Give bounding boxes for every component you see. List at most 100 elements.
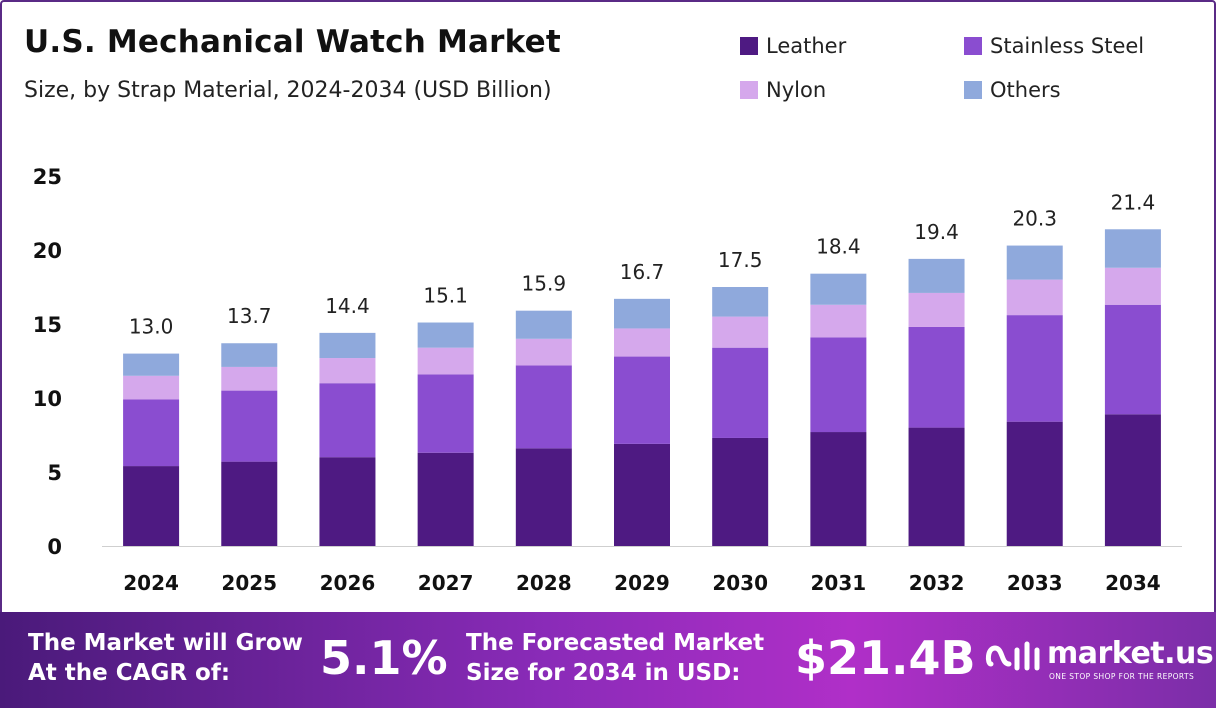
chart-legend: Leather Stainless Steel Nylon Others <box>740 34 1200 114</box>
x-tick-label-2028: 2028 <box>516 571 572 595</box>
bar-leather-2026 <box>319 457 376 546</box>
bar-nylon-2033 <box>1006 279 1063 316</box>
legend-item-stainless-steel: Stainless Steel <box>964 34 1144 58</box>
bar-nylon-2024 <box>123 375 180 400</box>
y-tick-label-15: 15 <box>33 313 62 337</box>
cagr-label: The Market will Grow At the CAGR of: <box>28 628 303 688</box>
x-tick-label-2026: 2026 <box>320 571 376 595</box>
bar-stainless-steel-2026 <box>319 383 376 458</box>
bar-others-2024 <box>123 353 180 376</box>
bar-others-2027 <box>417 322 474 348</box>
forecast-value: $21.4B <box>795 631 976 685</box>
bar-leather-2024 <box>123 466 180 546</box>
forecast-label-line1: The Forecasted Market <box>466 630 765 656</box>
cagr-value: 5.1% <box>320 631 448 685</box>
x-tick-label-2027: 2027 <box>418 571 474 595</box>
bar-leather-2033 <box>1006 421 1063 546</box>
bar-leather-2025 <box>221 461 278 546</box>
bar-others-2025 <box>221 343 278 367</box>
legend-swatch-others <box>964 81 982 99</box>
legend-swatch-leather <box>740 37 758 55</box>
legend-label-others: Others <box>990 78 1061 102</box>
forecast-label-line2: Size for 2034 in USD: <box>466 660 741 686</box>
bar-others-2033 <box>1006 245 1063 280</box>
x-tick-label-2030: 2030 <box>712 571 768 595</box>
bar-others-2031 <box>810 273 867 305</box>
market-us-logo-icon <box>985 641 1040 671</box>
bar-leather-2028 <box>515 448 572 546</box>
total-label-2025: 13.7 <box>227 304 272 328</box>
legend-swatch-stainless-steel <box>964 37 982 55</box>
legend-swatch-nylon <box>740 81 758 99</box>
legend-item-leather: Leather <box>740 34 846 58</box>
bar-stainless-steel-2029 <box>614 356 670 444</box>
summary-banner: The Market will Grow At the CAGR of: 5.1… <box>0 612 1216 708</box>
bar-nylon-2028 <box>515 338 572 366</box>
bar-leather-2027 <box>417 452 474 546</box>
x-tick-label-2025: 2025 <box>221 571 277 595</box>
total-label-2027: 15.1 <box>423 284 468 308</box>
forecast-label: The Forecasted Market Size for 2034 in U… <box>466 628 764 688</box>
bar-stainless-steel-2032 <box>908 326 965 428</box>
total-label-2024: 13.0 <box>129 315 174 339</box>
total-label-2032: 19.4 <box>914 220 959 244</box>
x-tick-label-2034: 2034 <box>1105 571 1161 595</box>
bar-others-2026 <box>319 332 376 359</box>
cagr-label-line2: At the CAGR of: <box>28 660 231 686</box>
total-label-2029: 16.7 <box>620 260 665 284</box>
y-tick-label-25: 25 <box>33 165 62 189</box>
chart-subtitle: Size, by Strap Material, 2024-2034 (USD … <box>24 78 552 103</box>
total-label-2033: 20.3 <box>1012 207 1057 231</box>
total-label-2026: 14.4 <box>325 294 370 318</box>
bar-stainless-steel-2033 <box>1006 315 1063 422</box>
bar-leather-2030 <box>712 437 769 546</box>
bar-leather-2032 <box>908 427 965 546</box>
cagr-label-line1: The Market will Grow <box>28 630 303 656</box>
bar-stainless-steel-2024 <box>123 399 180 467</box>
x-tick-label-2031: 2031 <box>811 571 867 595</box>
x-tick-label-2033: 2033 <box>1007 571 1063 595</box>
x-tick-label-2029: 2029 <box>614 571 670 595</box>
bar-stainless-steel-2034 <box>1104 304 1161 415</box>
x-tick-label-2032: 2032 <box>909 571 965 595</box>
legend-label-stainless-steel: Stainless Steel <box>990 34 1145 58</box>
bar-nylon-2030 <box>712 316 769 348</box>
legend-item-others: Others <box>964 78 1061 102</box>
bar-nylon-2026 <box>319 358 376 384</box>
bar-nylon-2027 <box>417 347 474 375</box>
bar-nylon-2032 <box>908 292 965 327</box>
bar-leather-2034 <box>1104 414 1161 546</box>
bar-leather-2031 <box>810 432 867 546</box>
brand-tagline: ONE STOP SHOP FOR THE REPORTS <box>1049 672 1195 681</box>
y-tick-label-5: 5 <box>47 461 62 485</box>
bar-nylon-2034 <box>1104 267 1161 305</box>
bar-nylon-2031 <box>810 304 867 338</box>
legend-label-leather: Leather <box>766 34 847 58</box>
bar-stainless-steel-2025 <box>221 390 278 462</box>
total-label-2031: 18.4 <box>816 235 861 259</box>
bar-others-2029 <box>614 298 670 329</box>
legend-item-nylon: Nylon <box>740 78 826 102</box>
y-tick-label-10: 10 <box>33 387 62 411</box>
bar-others-2030 <box>712 287 769 317</box>
chart-title: U.S. Mechanical Watch Market <box>24 24 561 60</box>
bar-stainless-steel-2031 <box>810 337 867 433</box>
total-label-2030: 17.5 <box>718 248 763 272</box>
bar-others-2028 <box>515 310 572 339</box>
y-tick-label-20: 20 <box>33 239 62 263</box>
bar-stainless-steel-2030 <box>712 347 769 438</box>
brand-name: market.us <box>1047 636 1214 671</box>
bar-stainless-steel-2027 <box>417 374 474 453</box>
y-tick-label-0: 0 <box>47 535 62 559</box>
total-label-2028: 15.9 <box>522 272 567 296</box>
x-tick-label-2024: 2024 <box>123 571 179 595</box>
bar-nylon-2029 <box>614 328 670 357</box>
bar-others-2034 <box>1104 229 1161 268</box>
bar-leather-2029 <box>614 443 670 546</box>
total-label-2034: 21.4 <box>1111 190 1156 214</box>
bar-nylon-2025 <box>221 366 278 391</box>
bar-others-2032 <box>908 258 965 293</box>
stacked-bar-chart: 051015202513.0202413.7202514.4202615.120… <box>33 165 1182 595</box>
legend-label-nylon: Nylon <box>766 78 827 102</box>
